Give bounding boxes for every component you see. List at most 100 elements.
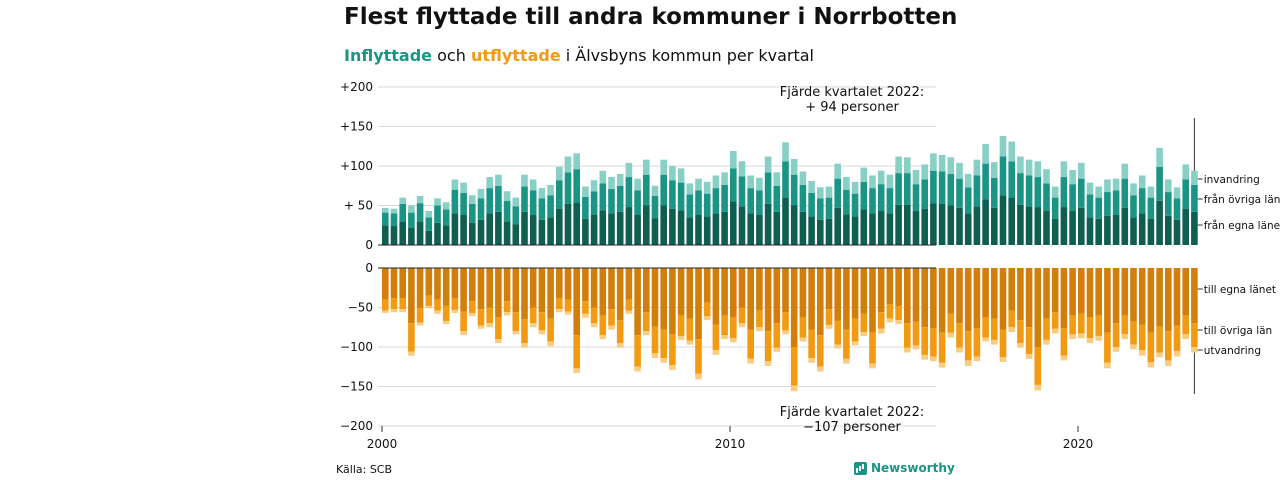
bar-in-other	[1121, 178, 1129, 208]
bar-out-emig	[1095, 335, 1102, 341]
bar-in-own	[973, 206, 981, 245]
bar-in-own	[1182, 208, 1189, 245]
bar-in-immig	[521, 174, 528, 187]
bar-out-other	[738, 307, 746, 324]
bar-in-own	[1069, 211, 1076, 245]
bar-out-other	[1156, 326, 1163, 353]
bar-in-own	[921, 208, 928, 245]
bar-in-immig	[486, 177, 493, 189]
bar-out-own	[1008, 268, 1015, 311]
bar-in-immig	[1043, 169, 1050, 184]
bar-in-other	[1025, 175, 1033, 207]
bar-out-emig	[1008, 327, 1015, 332]
bar-in-other	[1086, 194, 1094, 218]
bar-out-own	[956, 268, 963, 324]
bar-out-emig	[773, 347, 781, 352]
bar-out-own	[982, 268, 989, 317]
bar-out-other	[712, 324, 720, 351]
bar-in-own	[930, 203, 937, 245]
bar-in-own	[521, 211, 528, 245]
bar-in-own	[512, 224, 520, 245]
bar-in-immig	[930, 153, 937, 171]
y-tick-label-top: +150	[340, 120, 373, 134]
bar-out-own	[721, 268, 728, 316]
bar-out-other	[460, 311, 467, 332]
bar-out-emig	[599, 335, 607, 340]
bar-in-immig	[738, 161, 746, 177]
bar-in-own	[408, 227, 415, 245]
bar-out-emig	[686, 340, 694, 345]
bar-out-other	[486, 307, 493, 324]
bar-in-immig	[660, 159, 667, 175]
bar-in-immig	[860, 167, 868, 182]
bar-out-own	[1043, 268, 1050, 319]
annotations: Fjärde kvartalet 2022:+ 94 personerFjärd…	[780, 85, 1195, 435]
bar-in-immig	[790, 158, 798, 175]
bar-in-other	[1165, 192, 1172, 216]
bar-out-emig	[503, 312, 511, 316]
bar-out-emig	[764, 361, 772, 366]
bar-out-own	[521, 268, 528, 320]
bar-in-immig	[1051, 186, 1059, 198]
bar-in-immig	[1165, 179, 1172, 193]
bar-in-immig	[712, 175, 720, 189]
bar-in-other	[756, 190, 763, 215]
bar-in-immig	[564, 156, 572, 173]
bar-in-immig	[625, 162, 633, 178]
bar-in-other	[886, 188, 894, 214]
bar-in-other	[669, 180, 676, 209]
bar-out-other	[1191, 323, 1198, 347]
bar-out-emig	[495, 339, 502, 344]
bar-out-other	[973, 328, 981, 357]
bar-out-own	[495, 268, 502, 317]
bar-out-other	[964, 331, 972, 361]
bar-in-other	[1104, 192, 1111, 216]
bar-out-emig	[912, 345, 920, 350]
bar-in-immig	[382, 207, 389, 213]
bar-out-own	[1025, 268, 1033, 328]
bar-in-own	[442, 225, 450, 245]
bar-out-other	[599, 315, 607, 336]
subtitle-rest: i Älvsbyns kommun per kvartal	[560, 46, 814, 65]
bar-out-own	[1017, 268, 1024, 321]
bar-in-own	[991, 207, 998, 245]
bar-in-immig	[808, 181, 815, 193]
bar-in-immig	[408, 205, 415, 213]
bar-out-own	[503, 268, 511, 302]
bar-in-own	[634, 214, 641, 245]
bar-out-emig	[817, 366, 824, 372]
bar-in-own	[382, 225, 389, 245]
bar-in-immig	[1130, 183, 1137, 196]
bar-in-immig	[773, 172, 781, 186]
bar-in-own	[486, 213, 493, 245]
bar-in-immig	[695, 178, 702, 191]
bar-in-own	[529, 214, 537, 245]
bar-in-immig	[747, 175, 754, 189]
bar-in-other	[564, 172, 572, 204]
bar-out-other	[677, 315, 685, 336]
bar-in-other	[512, 206, 520, 225]
bar-in-immig	[1095, 186, 1102, 198]
bar-out-own	[451, 268, 459, 299]
bar-in-immig	[573, 153, 580, 170]
bar-in-immig	[1086, 182, 1094, 195]
bar-out-own	[1069, 268, 1076, 316]
y-tick-label-bottom: −50	[348, 301, 373, 315]
bar-out-other	[991, 318, 998, 340]
bar-in-other	[938, 171, 946, 204]
bar-in-own	[451, 213, 459, 245]
bar-in-other	[399, 203, 406, 222]
bar-in-other	[469, 203, 476, 223]
bar-out-emig	[904, 347, 911, 353]
bar-in-own	[703, 216, 711, 245]
bar-out-own	[730, 268, 737, 317]
bar-out-emig	[1121, 334, 1129, 340]
bar-in-own	[1130, 217, 1137, 245]
bar-out-emig	[1191, 347, 1198, 353]
bar-out-other	[721, 315, 728, 336]
bar-in-other	[1008, 161, 1015, 198]
bar-out-other	[382, 299, 389, 311]
bar-in-other	[634, 190, 641, 215]
bar-out-own	[904, 268, 911, 324]
bar-out-emig	[851, 341, 859, 346]
